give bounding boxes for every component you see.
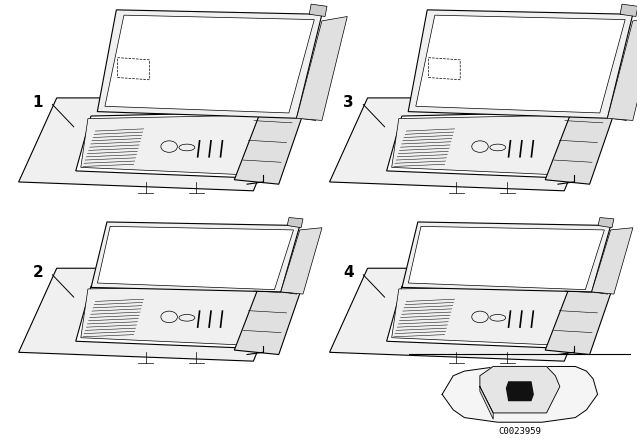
Polygon shape [545, 275, 617, 354]
Polygon shape [408, 10, 633, 118]
Polygon shape [234, 105, 306, 184]
Polygon shape [91, 222, 300, 292]
Polygon shape [408, 226, 604, 290]
Polygon shape [416, 15, 625, 113]
Polygon shape [234, 275, 306, 354]
Polygon shape [19, 268, 291, 361]
Polygon shape [287, 218, 303, 228]
Polygon shape [611, 109, 628, 121]
Polygon shape [296, 17, 348, 121]
Polygon shape [392, 285, 577, 345]
Text: 1: 1 [33, 95, 43, 110]
Polygon shape [76, 112, 271, 177]
Polygon shape [81, 285, 267, 345]
Polygon shape [300, 109, 317, 121]
Polygon shape [81, 115, 267, 174]
Polygon shape [19, 98, 291, 191]
Polygon shape [281, 228, 322, 294]
Polygon shape [620, 4, 638, 17]
Polygon shape [402, 222, 611, 292]
Polygon shape [607, 17, 640, 121]
Polygon shape [387, 112, 582, 177]
Polygon shape [283, 284, 298, 294]
Text: 2: 2 [32, 265, 43, 280]
Polygon shape [591, 228, 633, 294]
Polygon shape [97, 226, 294, 290]
Polygon shape [330, 268, 602, 361]
Polygon shape [598, 218, 614, 228]
Polygon shape [309, 4, 327, 17]
Polygon shape [97, 10, 322, 118]
Polygon shape [330, 98, 602, 191]
Polygon shape [545, 105, 617, 184]
Polygon shape [76, 282, 271, 348]
Polygon shape [593, 284, 609, 294]
Text: 4: 4 [343, 265, 354, 280]
Polygon shape [105, 15, 314, 113]
Polygon shape [387, 282, 582, 348]
Text: 3: 3 [343, 95, 354, 110]
Polygon shape [392, 115, 577, 174]
